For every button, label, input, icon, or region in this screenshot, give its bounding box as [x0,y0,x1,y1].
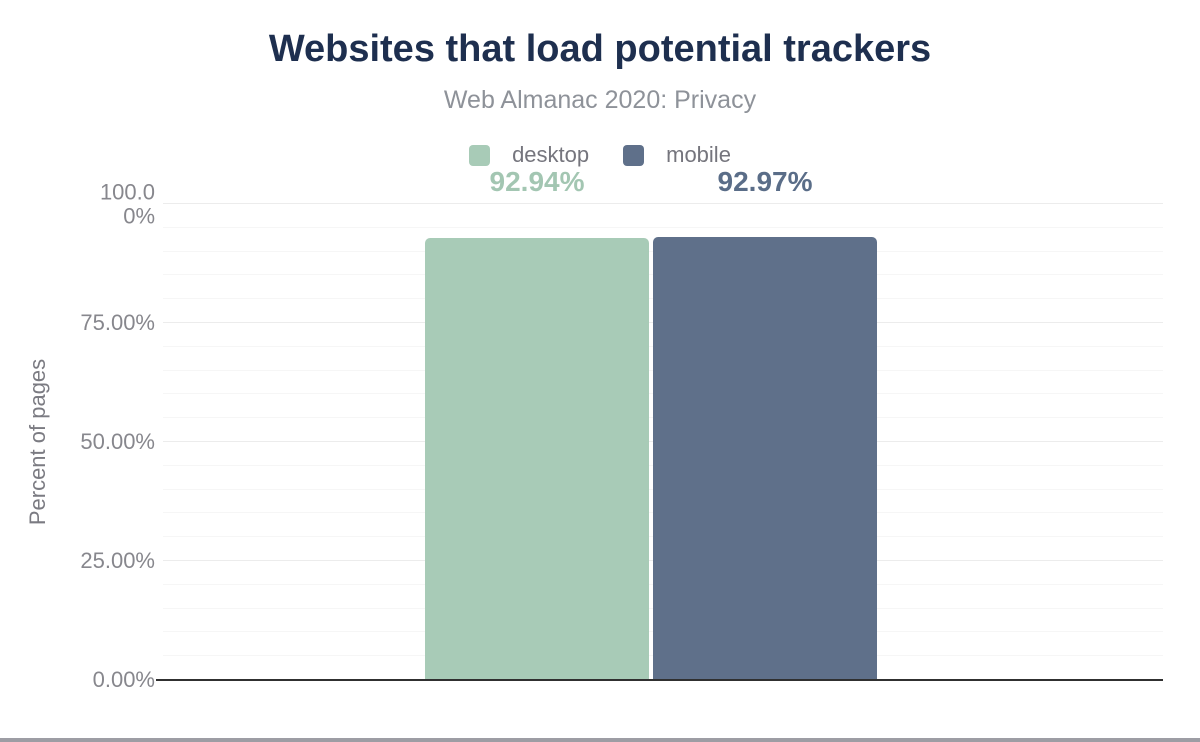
mobile-swatch-icon [623,144,645,166]
y-axis-ticks: 0.00% 25.00% 50.00% 75.00% 100.00% [73,180,155,691]
y-tick-label: 25.00% [80,548,155,574]
minor-gridline [163,226,1163,228]
major-gridline [163,203,1163,204]
y-tick-label: 75.00% [80,310,155,336]
bar-desktop[interactable] [425,237,649,680]
bar-value-label-desktop: 92.94% [489,166,585,197]
y-tick-label: 100.00% [99,179,155,228]
y-axis-title: Percent of pages [25,358,50,526]
x-axis-line [156,679,1163,681]
plot-area: 92.94% 92.97% [163,166,1163,680]
y-tick-label: 0.00% [92,667,155,693]
bar-mobile[interactable] [653,237,877,680]
y-tick-label: 50.00% [80,429,155,455]
legend-label-mobile: mobile [666,142,731,167]
legend-label-desktop: desktop [512,142,590,167]
legend: desktop mobile [0,142,1200,168]
chart-subtitle: Web Almanac 2020: Privacy [443,86,757,114]
desktop-swatch-icon [469,144,491,166]
bar-value-label-mobile: 92.97% [717,166,813,197]
chart-title: Websites that load potential trackers [268,28,932,70]
legend-item-desktop[interactable]: desktop [469,142,589,168]
bottom-divider [0,738,1200,742]
legend-item-mobile[interactable]: mobile [623,142,731,168]
